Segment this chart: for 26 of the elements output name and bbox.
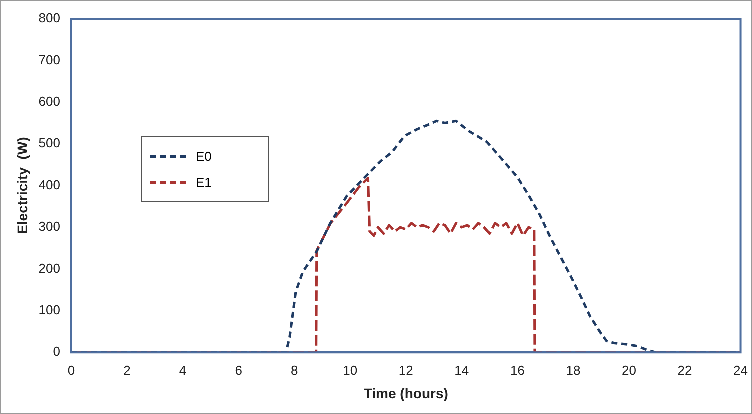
x-tick-label: 4: [179, 362, 187, 378]
x-tick-label: 16: [510, 362, 525, 378]
x-tick-label: 0: [68, 362, 76, 378]
y-tick-label: 200: [38, 260, 60, 276]
y-tick-label: 100: [38, 302, 60, 318]
x-tick-label: 14: [454, 362, 470, 378]
x-tick-label: 18: [566, 362, 581, 378]
x-tick-label: 20: [622, 362, 636, 378]
legend-label: E0: [196, 148, 212, 164]
y-tick-label: 800: [38, 10, 60, 26]
y-tick-label: 300: [38, 219, 60, 234]
x-axis-title: Time (hours): [364, 385, 448, 402]
x-tick-label: 10: [343, 362, 358, 378]
legend-label: E1: [196, 174, 212, 190]
y-tick-label: 0: [53, 344, 60, 360]
x-tick-label: 12: [398, 362, 414, 378]
x-tick-label: 2: [124, 362, 131, 378]
y-tick-label: 600: [38, 94, 60, 109]
y-tick-label: 400: [38, 177, 60, 192]
x-tick-label: 6: [235, 362, 242, 378]
x-tick-label: 22: [678, 362, 692, 378]
y-tick-label: 700: [38, 52, 60, 68]
x-tick-label: 24: [734, 362, 748, 378]
y-axis-title: Electricity (W): [14, 137, 30, 234]
y-tick-label: 500: [38, 136, 60, 151]
x-tick-label: 8: [290, 362, 298, 378]
